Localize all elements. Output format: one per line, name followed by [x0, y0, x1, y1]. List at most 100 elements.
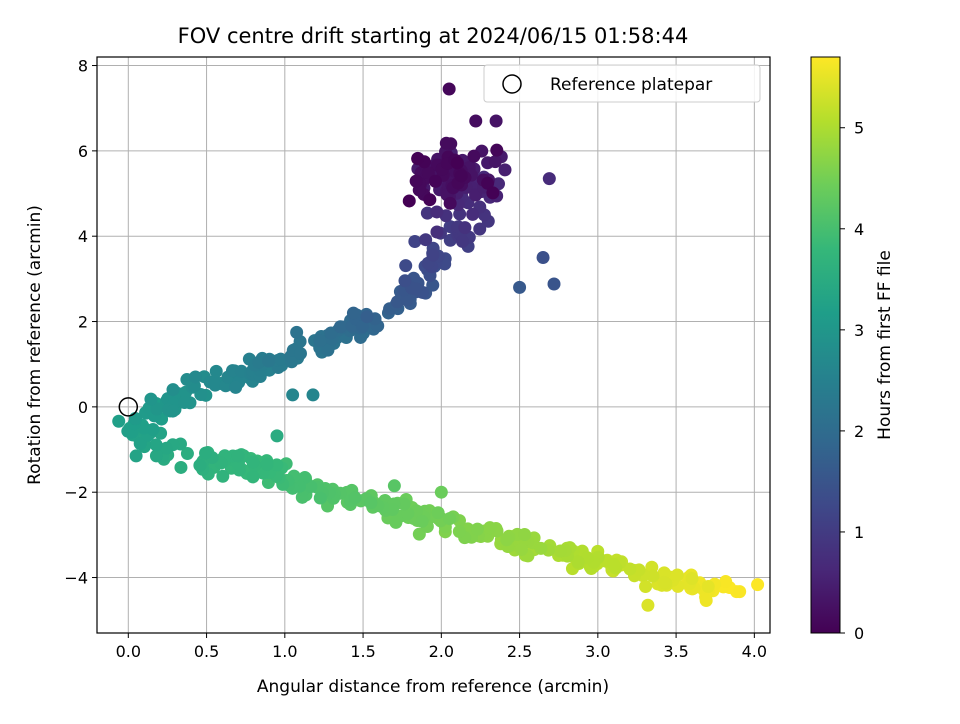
colorbar: 0 1 2 3 4 5 Hours from first FF file	[810, 56, 895, 643]
scatter-point	[439, 136, 453, 150]
scatter-point	[458, 221, 472, 235]
scatter-point	[333, 320, 347, 334]
scatter-point	[360, 310, 374, 324]
scatter-point	[166, 404, 180, 418]
scatter-point	[193, 458, 207, 472]
scatter-point	[419, 233, 433, 247]
scatter-point	[229, 380, 243, 394]
scatter-point	[646, 569, 660, 583]
scatter-point	[542, 172, 556, 186]
legend-label-reference: Reference platepar	[550, 75, 712, 95]
scatter-point	[450, 156, 464, 170]
scatter-point	[180, 447, 194, 461]
chart-title: FOV centre drift starting at 2024/06/15 …	[178, 24, 689, 48]
scatter-point	[260, 457, 274, 471]
x-tick-label: 1.5	[350, 642, 375, 661]
x-tick-label: 3.0	[585, 642, 610, 661]
scatter-point	[751, 578, 765, 592]
scatter-point	[486, 186, 500, 200]
y-axis-label: Rotation from reference (arcmin)	[25, 205, 45, 485]
scatter-point	[246, 455, 260, 469]
scatter-point	[324, 326, 338, 340]
scatter-point	[467, 149, 481, 163]
scatter-point	[498, 163, 512, 177]
scatter-point	[488, 155, 502, 169]
scatter-point	[208, 378, 222, 392]
scatter-point	[415, 514, 429, 528]
x-axis-label: Angular distance from reference (arcmin)	[257, 677, 609, 697]
scatter-point	[443, 512, 457, 526]
y-tick-label: −4	[64, 569, 88, 588]
scatter-point	[286, 388, 300, 402]
x-axis-ticks: 0.0 0.5 1.0 1.5 2.0 2.5 3.0 3.5 4.0	[116, 633, 767, 661]
scatter-point	[699, 594, 713, 608]
y-tick-label: 0	[78, 398, 88, 417]
scatter-point	[354, 330, 368, 344]
scatter-point	[423, 193, 437, 207]
colorbar-label: Hours from first FF file	[875, 250, 895, 440]
y-axis-ticks: −4 −2 0 2 4 6 8	[64, 57, 97, 588]
scatter-point	[313, 334, 327, 348]
legend-box	[483, 64, 761, 103]
x-tick-label: 4.0	[742, 642, 767, 661]
scatter-point	[364, 496, 378, 510]
colorbar-tick-label: 2	[854, 422, 864, 441]
scatter-point	[159, 441, 173, 455]
x-tick-label: 0.5	[194, 642, 219, 661]
scatter-point	[137, 421, 151, 435]
scatter-point	[348, 491, 362, 505]
scatter-point	[500, 533, 514, 547]
scatter-point	[534, 541, 548, 555]
scatter-point	[149, 438, 163, 452]
scatter-point	[270, 429, 284, 443]
scatter-point	[443, 196, 457, 210]
scatter-point	[455, 234, 469, 248]
scatter-point	[571, 555, 585, 569]
scatter-point	[442, 82, 456, 96]
x-tick-label: 1.0	[272, 642, 297, 661]
scatter-point	[402, 194, 416, 208]
scatter-point	[473, 222, 487, 236]
y-tick-label: 2	[78, 313, 88, 332]
scatter-point	[733, 585, 747, 599]
scatter-point	[431, 506, 445, 520]
y-tick-label: 6	[78, 142, 88, 161]
scatter-point	[399, 259, 413, 273]
scatter-point	[355, 319, 369, 333]
legend-marker-reference	[502, 74, 522, 94]
y-tick-label: −2	[64, 483, 88, 502]
scatter-point	[293, 347, 307, 361]
x-tick-label: 0.0	[116, 642, 141, 661]
grid-lines	[97, 57, 770, 633]
scatter-point	[199, 446, 213, 460]
legend: Reference platepar	[483, 64, 761, 103]
scatter-point	[321, 343, 335, 357]
scatter-point	[466, 207, 480, 221]
scatter-point	[481, 176, 495, 190]
scatter-point	[657, 566, 671, 580]
scatter-point	[428, 174, 442, 188]
scatter-point	[420, 206, 434, 220]
scatter-point	[483, 521, 497, 535]
scatter-point	[719, 575, 733, 589]
scatter-point	[515, 542, 529, 556]
scatter-point	[174, 460, 188, 474]
scatter-point	[430, 205, 444, 219]
scatter-point	[513, 280, 527, 294]
scatter-point	[270, 458, 284, 472]
scatter-point	[701, 579, 715, 593]
scatter-point	[670, 568, 684, 582]
scatter-point	[536, 251, 550, 265]
scatter-point	[231, 449, 245, 463]
data-points	[112, 82, 765, 612]
scatter-point	[469, 188, 483, 202]
scatter-point	[452, 524, 466, 538]
scatter-point	[470, 522, 484, 536]
scatter-point	[144, 392, 158, 406]
scatter-point	[262, 354, 276, 368]
scatter-point	[149, 449, 163, 463]
colorbar-tick-label: 4	[854, 220, 864, 239]
scatter-point	[166, 383, 180, 397]
